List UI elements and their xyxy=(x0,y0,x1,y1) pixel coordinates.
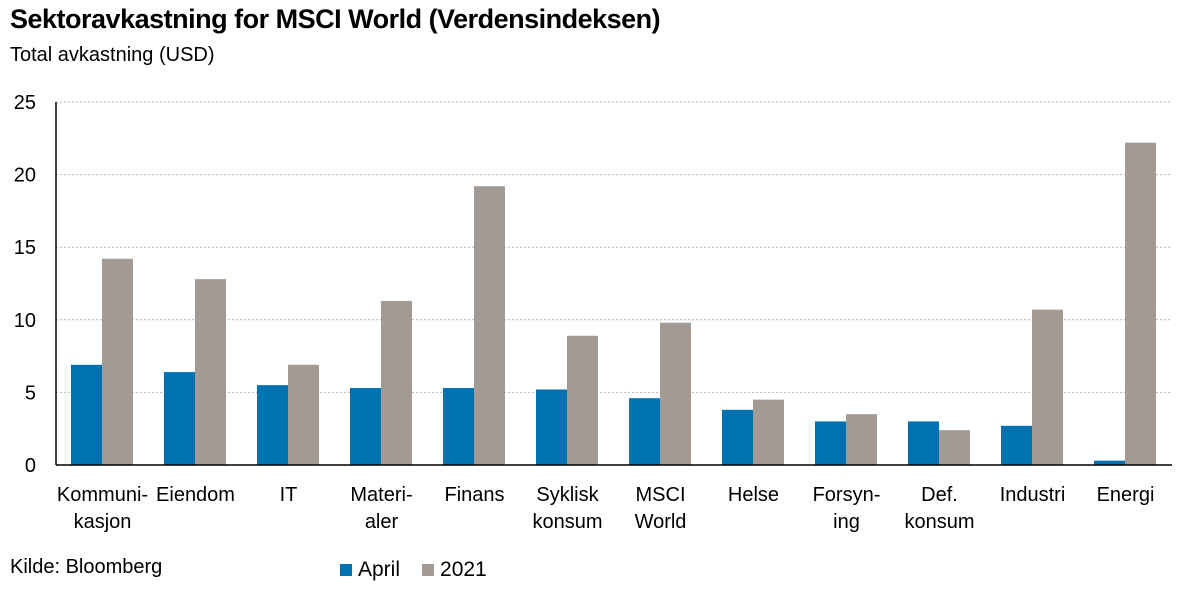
x-tick-label: Kommuni-kasjon xyxy=(57,484,148,533)
x-tick-label: Materi-aler xyxy=(350,484,412,533)
x-tick-label: Finans xyxy=(444,484,504,506)
bar-2021 xyxy=(846,414,877,465)
x-tick-label: Energi xyxy=(1097,484,1155,506)
bar-april xyxy=(815,421,846,465)
tick-labels: 0 5 10 15 20 25 Kommuni-kasjon Eiendom IT Materi-… xyxy=(14,92,1155,533)
bar-april xyxy=(443,388,474,465)
bar-2021 xyxy=(1125,142,1156,465)
x-tick-label: Syklisk konsum xyxy=(532,484,602,533)
bar-2021 xyxy=(939,430,970,465)
legend-label-april: April xyxy=(358,558,401,581)
bar-2021 xyxy=(474,186,505,465)
bar-april xyxy=(1001,425,1032,465)
bar-april xyxy=(164,372,195,465)
bar-april xyxy=(722,409,753,465)
bar-2021 xyxy=(660,322,691,465)
bar-2021 xyxy=(381,300,412,465)
bar-april xyxy=(629,398,660,465)
bar-april xyxy=(257,385,288,465)
y-tick-label: 15 xyxy=(14,237,36,259)
x-tick-label: Eiendom xyxy=(156,484,235,506)
x-tick-label: Helse xyxy=(728,484,779,506)
gridlines xyxy=(56,101,1172,393)
bar-april xyxy=(71,364,102,465)
bar-2021 xyxy=(102,258,133,465)
legend-swatch-2021 xyxy=(422,564,435,576)
bar-2021 xyxy=(1032,309,1063,465)
x-tick-label: Def. konsum xyxy=(904,484,974,533)
bar-april xyxy=(908,421,939,465)
bar-2021 xyxy=(195,279,226,465)
chart-subtitle: Total avkastning (USD) xyxy=(10,44,215,66)
y-tick-label: 5 xyxy=(25,382,36,404)
legend-label-2021: 2021 xyxy=(440,558,487,581)
x-tick-label: Industri xyxy=(1000,484,1066,506)
x-tick-label: IT xyxy=(280,484,298,506)
y-tick-label: 25 xyxy=(14,92,36,114)
bar-2021 xyxy=(753,399,784,465)
x-tick-label: MSCI World xyxy=(635,484,687,533)
bar-april xyxy=(536,389,567,465)
bar-2021 xyxy=(567,335,598,465)
legend-item-2021: 2021 xyxy=(422,558,487,582)
bar-april xyxy=(350,388,381,465)
source-note: Kilde: Bloomberg xyxy=(10,556,163,578)
axes xyxy=(55,102,1172,466)
bar-2021 xyxy=(288,364,319,465)
y-tick-label: 10 xyxy=(14,310,36,332)
legend-swatch-april xyxy=(340,564,352,576)
legend: April 2021 xyxy=(340,558,509,582)
chart-title: Sektoravkastning for MSCI World (Verdens… xyxy=(10,4,661,34)
bar-april xyxy=(1094,460,1125,465)
y-tick-label: 0 xyxy=(25,455,36,477)
legend-item-april: April xyxy=(340,558,400,582)
bars xyxy=(71,142,1156,465)
x-tick-label: Forsyn-ing xyxy=(813,484,881,533)
y-tick-label: 20 xyxy=(14,165,36,187)
